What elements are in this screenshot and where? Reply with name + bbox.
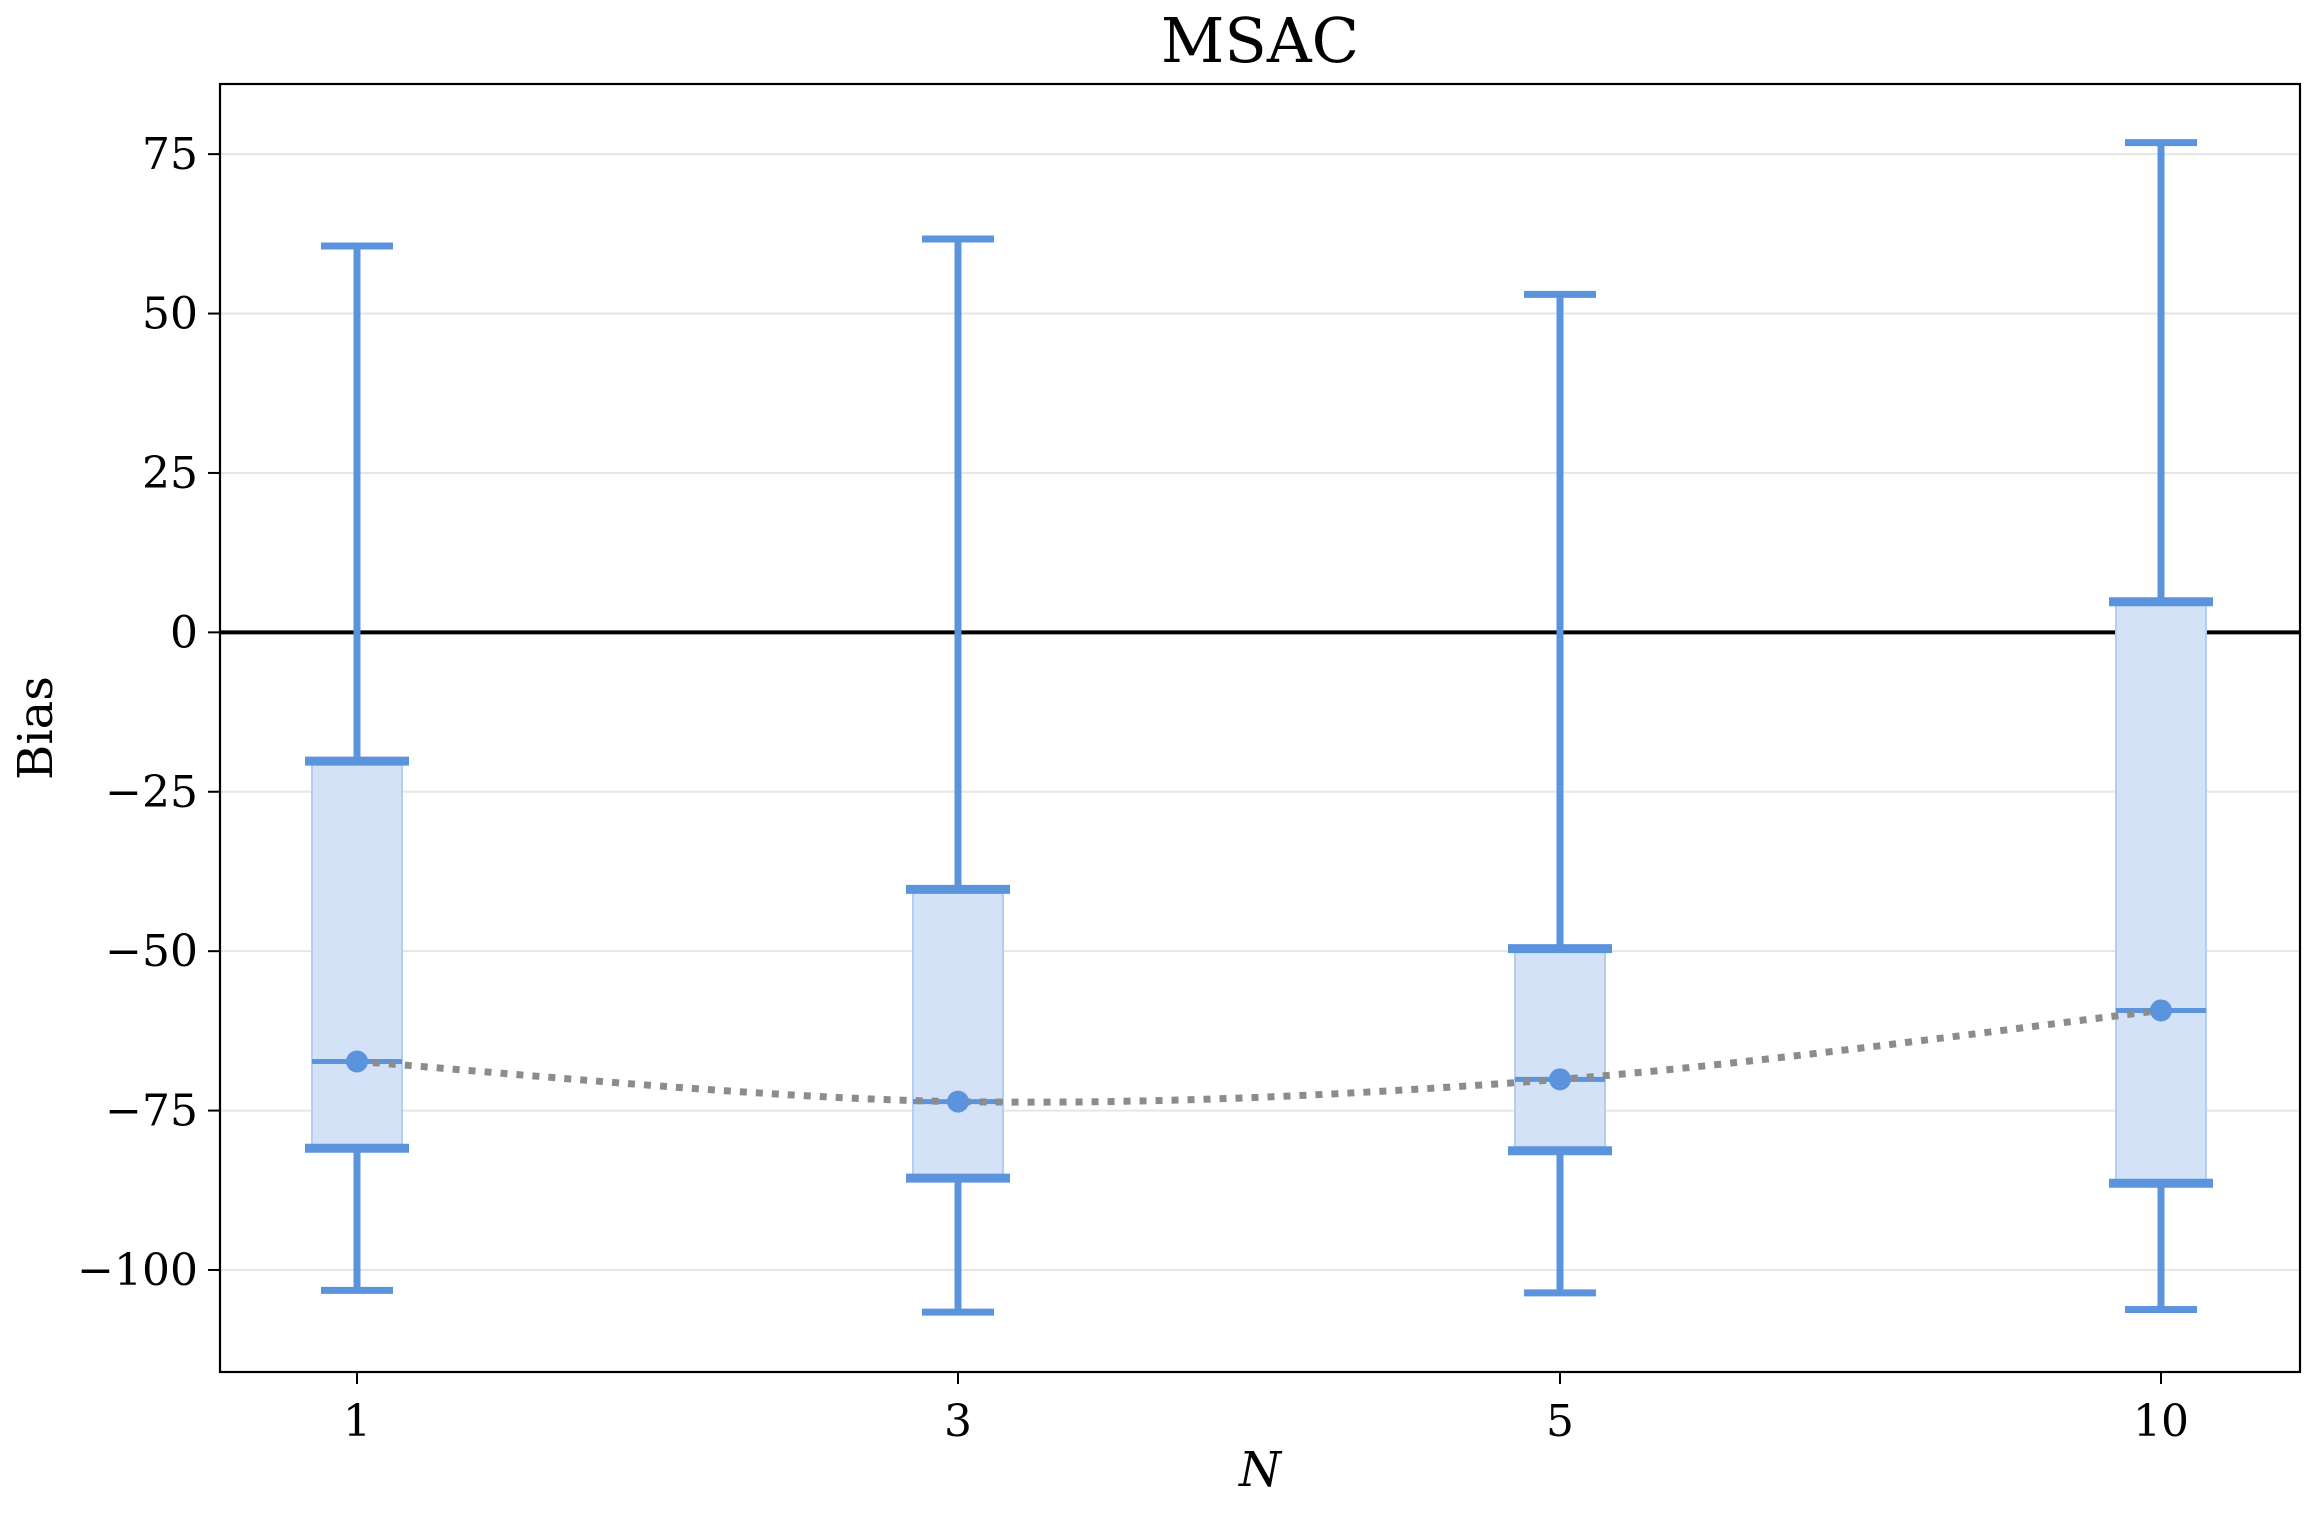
y-tick-label: 50 bbox=[142, 289, 198, 340]
x-tick-label: 5 bbox=[1546, 1396, 1574, 1447]
box-iqr bbox=[912, 888, 1004, 1180]
mean-marker bbox=[346, 1050, 368, 1073]
y-axis-label: Bias bbox=[8, 676, 64, 780]
y-tick-label: −25 bbox=[105, 767, 198, 818]
y-tick-label: −100 bbox=[77, 1245, 198, 1296]
y-tick-label: 25 bbox=[142, 448, 198, 499]
x-tick-label: 1 bbox=[343, 1396, 371, 1447]
y-tick-label: −75 bbox=[105, 1086, 198, 1137]
mean-marker bbox=[1549, 1068, 1571, 1091]
box-iqr bbox=[1514, 947, 1606, 1152]
mean-trend bbox=[346, 999, 2172, 1113]
y-tick-label: 0 bbox=[170, 607, 198, 658]
x-axis-label: N bbox=[1238, 1442, 1283, 1498]
y-tick-label: −50 bbox=[105, 926, 198, 977]
mean-marker bbox=[947, 1090, 969, 1113]
x-tick-label: 3 bbox=[944, 1396, 972, 1447]
box-iqr bbox=[2115, 600, 2207, 1185]
y-tick-label: 75 bbox=[142, 129, 198, 180]
chart-title: MSAC bbox=[1161, 4, 1359, 77]
x-tick-label: 10 bbox=[2133, 1396, 2189, 1447]
plot-frame bbox=[218, 82, 2302, 1374]
mean-marker bbox=[2150, 999, 2172, 1022]
grid-lines bbox=[220, 153, 2300, 1271]
box-iqr bbox=[311, 760, 403, 1150]
x-axis-ticks: 1 3 5 10 bbox=[343, 1372, 2189, 1447]
y-axis-ticks: −100 −75 −50 −25 0 25 50 75 bbox=[77, 129, 220, 1296]
